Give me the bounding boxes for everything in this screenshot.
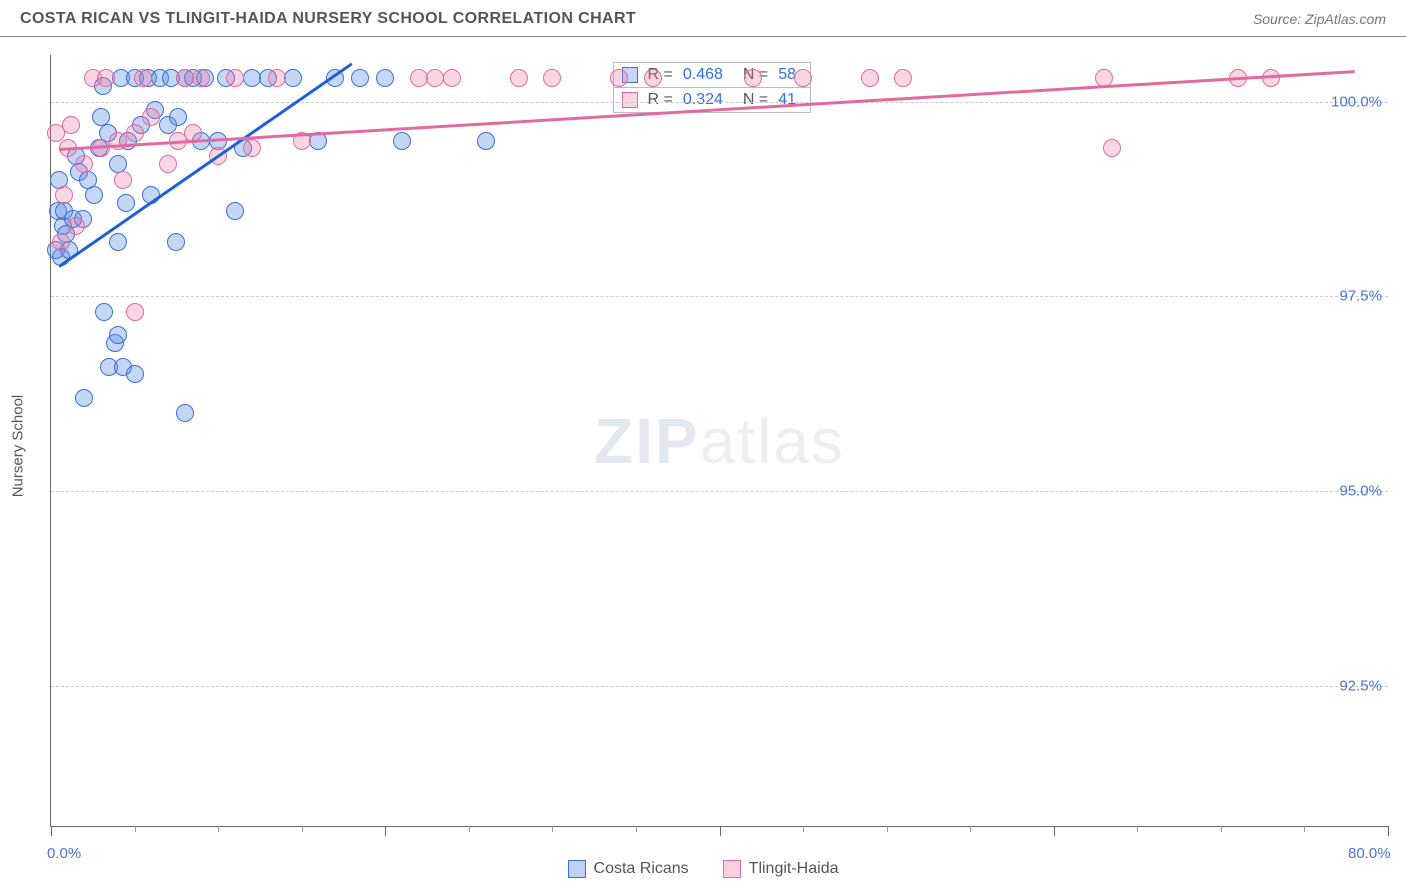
data-point	[52, 233, 70, 251]
x-tick	[1221, 826, 1222, 832]
plot-region: ZIPatlas R =0.468N =58R =0.324N =41 92.5…	[50, 55, 1388, 827]
gridline	[51, 296, 1388, 297]
x-tick	[552, 826, 553, 832]
legend: Costa Ricans Tlingit-Haida	[0, 860, 1406, 878]
data-point	[510, 69, 528, 87]
data-point	[176, 69, 194, 87]
data-point	[167, 233, 185, 251]
data-point	[55, 186, 73, 204]
data-point	[351, 69, 369, 87]
data-point	[75, 389, 93, 407]
x-tick	[1388, 826, 1389, 836]
x-tick	[218, 826, 219, 832]
watermark: ZIPatlas	[594, 404, 845, 478]
data-point	[126, 365, 144, 383]
data-point	[243, 139, 261, 157]
gridline	[51, 491, 1388, 492]
data-point	[117, 194, 135, 212]
chart-area: ZIPatlas R =0.468N =58R =0.324N =41 92.5…	[50, 55, 1388, 827]
data-point	[410, 69, 428, 87]
chart-header: COSTA RICAN VS TLINGIT-HAIDA NURSERY SCH…	[0, 0, 1406, 37]
chart-source: Source: ZipAtlas.com	[1253, 11, 1386, 27]
data-point	[75, 155, 93, 173]
data-point	[92, 139, 110, 157]
x-tick	[385, 826, 386, 836]
data-point	[114, 171, 132, 189]
data-point	[85, 186, 103, 204]
chart-title: COSTA RICAN VS TLINGIT-HAIDA NURSERY SCH…	[20, 10, 636, 28]
legend-label: Tlingit-Haida	[749, 860, 839, 878]
x-tick	[803, 826, 804, 832]
x-tick	[720, 826, 721, 836]
x-tick	[1304, 826, 1305, 832]
data-point	[543, 69, 561, 87]
x-tick	[135, 826, 136, 832]
x-tick	[1054, 826, 1055, 836]
data-point	[443, 69, 461, 87]
data-point	[67, 217, 85, 235]
x-tick	[469, 826, 470, 832]
data-point	[894, 69, 912, 87]
data-point	[176, 404, 194, 422]
gridline	[51, 102, 1388, 103]
data-point	[393, 132, 411, 150]
legend-swatch	[622, 92, 638, 108]
data-point	[477, 132, 495, 150]
data-point	[192, 69, 210, 87]
data-point	[159, 155, 177, 173]
data-point	[142, 108, 160, 126]
y-tick-label: 95.0%	[1339, 483, 1382, 500]
x-tick	[887, 826, 888, 832]
x-tick	[970, 826, 971, 832]
data-point	[861, 69, 879, 87]
legend-item: Tlingit-Haida	[723, 860, 839, 878]
data-point	[226, 69, 244, 87]
y-tick-label: 97.5%	[1339, 288, 1382, 305]
data-point	[426, 69, 444, 87]
data-point	[169, 108, 187, 126]
data-point	[1262, 69, 1280, 87]
y-tick-label: 100.0%	[1331, 93, 1382, 110]
legend-swatch	[723, 860, 741, 878]
y-tick-label: 92.5%	[1339, 677, 1382, 694]
data-point	[62, 116, 80, 134]
data-point	[109, 233, 127, 251]
data-point	[95, 303, 113, 321]
legend-label: Costa Ricans	[594, 860, 689, 878]
data-point	[644, 69, 662, 87]
gridline	[51, 686, 1388, 687]
x-tick	[302, 826, 303, 832]
data-point	[376, 69, 394, 87]
data-point	[126, 303, 144, 321]
data-point	[134, 69, 152, 87]
x-tick	[636, 826, 637, 832]
data-point	[794, 69, 812, 87]
data-point	[126, 124, 144, 142]
data-point	[284, 69, 302, 87]
y-axis-label: Nursery School	[10, 395, 27, 498]
data-point	[610, 69, 628, 87]
legend-swatch	[568, 860, 586, 878]
data-point	[744, 69, 762, 87]
x-tick	[51, 826, 52, 836]
data-point	[268, 69, 286, 87]
data-point	[109, 326, 127, 344]
legend-item: Costa Ricans	[568, 860, 689, 878]
data-point	[226, 202, 244, 220]
x-tick	[1137, 826, 1138, 832]
data-point	[97, 69, 115, 87]
data-point	[1103, 139, 1121, 157]
data-point	[243, 69, 261, 87]
